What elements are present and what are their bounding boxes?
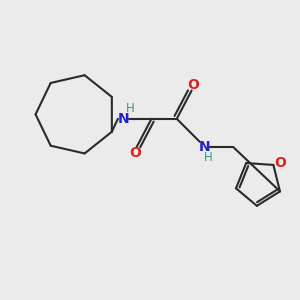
Text: N: N [117, 112, 129, 126]
Text: N: N [199, 140, 211, 154]
Text: H: H [204, 151, 212, 164]
Text: O: O [129, 146, 141, 160]
Text: O: O [274, 156, 286, 170]
Text: O: O [187, 78, 199, 92]
Text: H: H [125, 102, 134, 115]
